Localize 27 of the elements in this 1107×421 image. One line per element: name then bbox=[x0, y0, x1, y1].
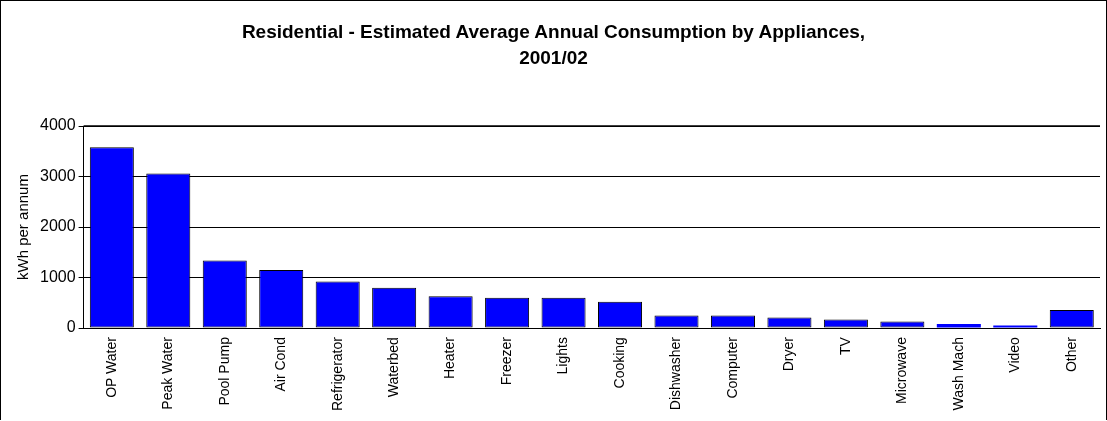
x-tick-label: Wash Mach bbox=[949, 337, 966, 411]
x-tick-label: Other bbox=[1062, 336, 1079, 373]
x-tick-label: Waterbed bbox=[385, 337, 402, 398]
x-tick-label: Computer bbox=[723, 336, 740, 399]
x-tick-label: Peak Water bbox=[159, 336, 176, 410]
y-tick-label: 1000 bbox=[40, 267, 76, 285]
bar bbox=[993, 325, 1038, 328]
x-tick-label: Air Cond bbox=[272, 337, 289, 392]
x-tick-label: Dishwasher bbox=[667, 336, 684, 411]
x-tick-label: TV bbox=[836, 336, 853, 355]
y-axis-title: kWh per annum bbox=[14, 174, 32, 280]
x-tick-label: Refrigerator bbox=[328, 336, 345, 411]
x-tick-label: Pool Pump bbox=[215, 336, 232, 406]
x-tick-label: Dryer bbox=[780, 336, 797, 372]
x-tick-label: Heater bbox=[441, 336, 458, 380]
y-tick-label: 0 bbox=[66, 318, 76, 336]
x-tick-label: Cooking bbox=[610, 337, 627, 389]
x-tick-label: OP Water bbox=[102, 336, 119, 398]
x-tick-label: Freezer bbox=[497, 336, 514, 386]
chart-title: Residential - Estimated Average Annual Consumption by Appliances, 2001/02 bbox=[240, 20, 867, 70]
x-tick-label: Video bbox=[1006, 336, 1023, 373]
x-tick-label: Lights bbox=[554, 337, 571, 375]
y-tick-label: 4000 bbox=[40, 116, 76, 134]
y-tick-label: 2000 bbox=[40, 217, 76, 235]
x-tick-label: Microwave bbox=[893, 336, 910, 404]
bar bbox=[936, 324, 981, 328]
y-tick-label: 3000 bbox=[40, 166, 76, 184]
